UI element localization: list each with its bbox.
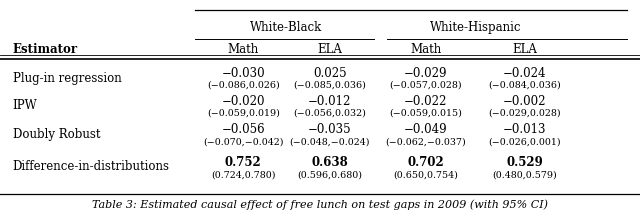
Text: 0.752: 0.752: [225, 156, 262, 168]
Text: −0.049: −0.049: [404, 123, 447, 136]
Text: 0.638: 0.638: [311, 156, 348, 168]
Text: (−0.086,0.026): (−0.086,0.026): [207, 81, 280, 90]
Text: (−0.057,0.028): (−0.057,0.028): [389, 81, 462, 90]
Text: IPW: IPW: [13, 99, 38, 112]
Text: (−0.026,0.001): (−0.026,0.001): [488, 138, 561, 147]
Text: White-Hispanic: White-Hispanic: [429, 21, 521, 34]
Text: −0.056: −0.056: [221, 123, 265, 136]
Text: Table 3: Estimated causal effect of free lunch on test gaps in 2009 (with 95% CI: Table 3: Estimated causal effect of free…: [92, 199, 548, 210]
Text: −0.029: −0.029: [404, 67, 447, 80]
Text: ELA: ELA: [317, 44, 342, 56]
Text: (−0.062,−0.037): (−0.062,−0.037): [385, 138, 466, 147]
Text: −0.022: −0.022: [404, 95, 447, 107]
Text: Estimator: Estimator: [13, 44, 78, 56]
Text: (0.650,0.754): (0.650,0.754): [393, 171, 458, 180]
Text: −0.002: −0.002: [503, 95, 547, 107]
Text: −0.012: −0.012: [308, 95, 351, 107]
Text: (−0.059,0.019): (−0.059,0.019): [207, 109, 280, 118]
Text: Math: Math: [228, 44, 259, 56]
Text: (−0.070,−0.042): (−0.070,−0.042): [203, 138, 284, 147]
Text: Difference-in-distributions: Difference-in-distributions: [13, 160, 170, 173]
Text: (0.724,0.780): (0.724,0.780): [211, 171, 275, 180]
Text: −0.030: −0.030: [221, 67, 265, 80]
Text: −0.035: −0.035: [308, 123, 351, 136]
Text: Math: Math: [410, 44, 441, 56]
Text: Plug-in regression: Plug-in regression: [13, 72, 122, 85]
Text: (−0.056,0.032): (−0.056,0.032): [293, 109, 366, 118]
Text: Doubly Robust: Doubly Robust: [13, 128, 100, 141]
Text: −0.020: −0.020: [221, 95, 265, 107]
Text: ELA: ELA: [513, 44, 537, 56]
Text: (0.596,0.680): (0.596,0.680): [297, 171, 362, 180]
Text: 0.529: 0.529: [506, 156, 543, 168]
Text: (−0.059,0.015): (−0.059,0.015): [389, 109, 462, 118]
Text: −0.024: −0.024: [503, 67, 547, 80]
Text: (−0.084,0.036): (−0.084,0.036): [488, 81, 561, 90]
Text: 0.025: 0.025: [313, 67, 346, 80]
Text: (−0.085,0.036): (−0.085,0.036): [293, 81, 366, 90]
Text: (0.480,0.579): (0.480,0.579): [492, 171, 557, 180]
Text: White-Black: White-Black: [250, 21, 323, 34]
Text: 0.702: 0.702: [407, 156, 444, 168]
Text: −0.013: −0.013: [503, 123, 547, 136]
Text: (−0.029,0.028): (−0.029,0.028): [488, 109, 561, 118]
Text: (−0.048,−0.024): (−0.048,−0.024): [289, 138, 370, 147]
